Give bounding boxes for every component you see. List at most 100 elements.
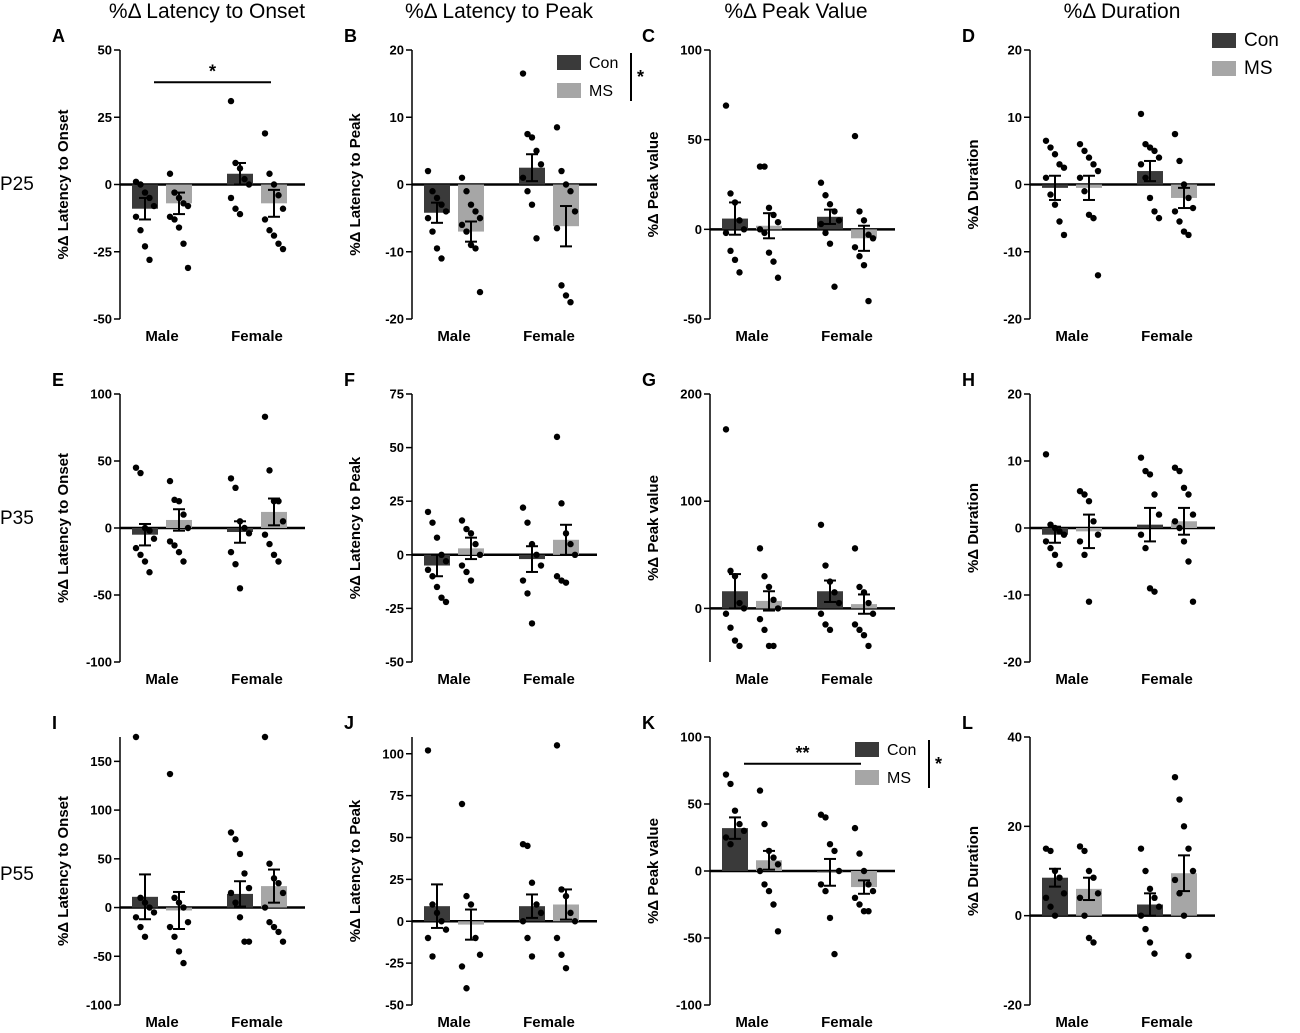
y-axis-label: %Δ Latency to Peak xyxy=(347,456,364,599)
data-point xyxy=(722,229,730,237)
data-point xyxy=(1155,511,1163,518)
data-point xyxy=(731,637,739,644)
panel-letter: H xyxy=(962,370,975,390)
data-point xyxy=(727,780,734,788)
data-point xyxy=(740,827,748,834)
data-point xyxy=(146,194,153,202)
y-tick-label: -25 xyxy=(385,601,404,616)
x-group-label: Female xyxy=(523,671,575,688)
data-point xyxy=(774,928,782,935)
data-point xyxy=(171,189,178,196)
data-point xyxy=(765,887,773,895)
data-point xyxy=(558,886,565,893)
data-point xyxy=(261,216,269,223)
data-point xyxy=(1085,598,1093,605)
data-point xyxy=(524,188,531,195)
data-point xyxy=(1137,454,1145,461)
data-point xyxy=(533,147,540,155)
data-point xyxy=(1146,585,1154,592)
y-tick-label: 0 xyxy=(397,177,404,192)
data-point xyxy=(141,558,149,565)
data-point xyxy=(761,626,768,634)
data-point xyxy=(270,551,278,558)
data-point xyxy=(736,599,743,607)
y-tick-label: 100 xyxy=(382,746,404,761)
data-point xyxy=(817,521,825,528)
data-point xyxy=(472,208,479,215)
y-tick-label: 50 xyxy=(390,830,404,845)
data-point xyxy=(1090,161,1097,168)
legend-label-ms: MS xyxy=(589,83,613,100)
data-point xyxy=(835,599,843,607)
data-point xyxy=(519,918,527,925)
data-point xyxy=(467,201,475,208)
data-point xyxy=(463,525,470,533)
data-point xyxy=(562,579,570,586)
data-point xyxy=(1137,845,1145,852)
data-point xyxy=(851,894,859,901)
data-point xyxy=(722,771,730,778)
data-point xyxy=(442,926,450,933)
panel-letter: F xyxy=(344,370,355,390)
data-point xyxy=(1137,531,1145,538)
data-point xyxy=(261,413,269,420)
data-point xyxy=(433,534,441,541)
data-point xyxy=(1090,939,1097,946)
data-point xyxy=(270,923,278,931)
data-point xyxy=(1146,885,1154,893)
data-point xyxy=(765,642,773,650)
data-point xyxy=(756,545,764,552)
data-point xyxy=(1060,164,1068,171)
y-tick-label: 20 xyxy=(390,43,404,58)
data-point xyxy=(1047,144,1054,151)
data-point xyxy=(132,544,140,552)
data-point xyxy=(1155,214,1163,222)
data-point xyxy=(424,934,432,942)
data-point xyxy=(463,228,470,235)
data-point xyxy=(1151,894,1158,901)
data-point xyxy=(774,861,782,868)
data-point xyxy=(1094,531,1102,538)
data-point xyxy=(1081,491,1088,498)
data-point xyxy=(851,132,859,140)
data-point xyxy=(562,964,570,972)
data-point xyxy=(562,892,570,900)
data-point xyxy=(467,901,475,908)
column-title-duration: %Δ Duration xyxy=(1063,0,1181,23)
data-point xyxy=(856,626,863,634)
data-point xyxy=(860,589,868,596)
y-tick-label: 25 xyxy=(390,872,404,887)
data-point xyxy=(1142,174,1149,181)
data-point xyxy=(1151,491,1158,498)
data-point xyxy=(146,527,153,534)
data-point xyxy=(1176,890,1183,897)
data-point xyxy=(1155,903,1163,910)
data-point xyxy=(1151,147,1158,155)
data-point xyxy=(429,573,436,580)
legend-label-con: Con xyxy=(589,55,618,72)
data-point xyxy=(137,923,144,931)
data-point xyxy=(1090,214,1097,222)
data-point xyxy=(266,860,273,867)
data-point xyxy=(533,235,540,242)
y-axis-label: %Δ Latency to Peak xyxy=(347,113,364,256)
data-point xyxy=(865,599,872,607)
data-point xyxy=(519,70,527,77)
data-point xyxy=(1180,228,1188,235)
data-point xyxy=(476,288,484,296)
x-group-label: Male xyxy=(735,1014,768,1031)
data-point xyxy=(1180,538,1188,545)
y-tick-label: -50 xyxy=(385,998,404,1013)
x-group-label: Female xyxy=(231,328,283,345)
data-point xyxy=(227,97,235,105)
data-point xyxy=(137,181,144,188)
data-point xyxy=(562,181,570,188)
data-point xyxy=(146,256,153,264)
data-point xyxy=(1094,890,1102,897)
data-point xyxy=(835,867,843,875)
data-point xyxy=(865,881,872,888)
data-point xyxy=(822,887,829,895)
y-tick-label: 50 xyxy=(688,797,702,812)
legend-swatch-con xyxy=(557,55,581,70)
